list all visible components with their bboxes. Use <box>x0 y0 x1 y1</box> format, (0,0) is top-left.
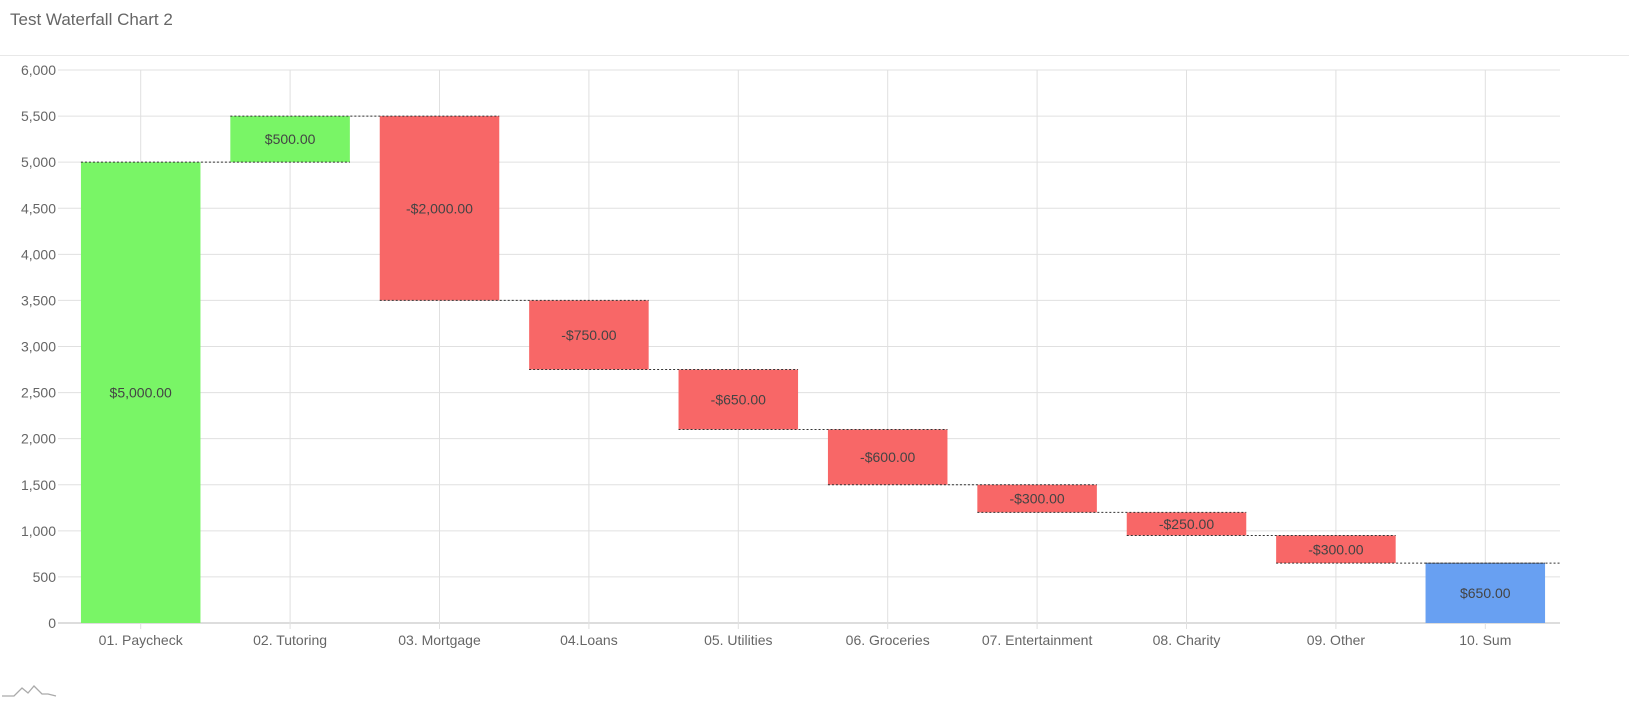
chart-title: Test Waterfall Chart 2 <box>10 10 173 29</box>
x-category-label: 02. Tutoring <box>253 632 327 648</box>
y-tick-label: 1,500 <box>21 477 56 493</box>
bar-decrease <box>977 484 1097 513</box>
x-category-label: 09. Other <box>1307 632 1366 648</box>
y-tick-label: 5,000 <box>21 154 56 170</box>
x-category-label: 03. Mortgage <box>398 632 481 648</box>
data-label: $650.00 <box>1460 585 1511 601</box>
bar-decrease <box>529 300 649 370</box>
data-label: -$650.00 <box>711 391 766 407</box>
bar-increase <box>230 116 350 163</box>
y-tick-label: 1,000 <box>21 523 56 539</box>
y-tick-label: 4,000 <box>21 246 56 262</box>
data-label: -$300.00 <box>1308 541 1363 557</box>
y-tick-label: 2,000 <box>21 431 56 447</box>
data-label: -$300.00 <box>1009 491 1064 507</box>
x-category-label: 04.Loans <box>560 632 618 648</box>
y-tick-label: 6,000 <box>21 62 56 78</box>
bar-decrease <box>1126 512 1247 536</box>
x-category-label: 07. Entertainment <box>982 632 1093 648</box>
y-tick-label: 2,500 <box>21 385 56 401</box>
y-tick-label: 500 <box>33 569 57 585</box>
y-tick-label: 5,500 <box>21 108 56 124</box>
x-category-label: 01. Paycheck <box>99 632 184 648</box>
x-category-label: 10. Sum <box>1459 632 1511 648</box>
x-category-label: 08. Charity <box>1153 632 1221 648</box>
data-label: -$750.00 <box>561 327 616 343</box>
y-tick-label: 3,000 <box>21 339 56 355</box>
bar-decrease <box>379 116 500 301</box>
bar-decrease <box>827 429 948 485</box>
data-label: -$600.00 <box>860 449 915 465</box>
chart-header: Test Waterfall Chart 2 <box>0 0 1629 56</box>
bar-decrease <box>1276 535 1396 564</box>
chart-library-logo-icon <box>2 685 57 697</box>
bar-decrease <box>678 369 799 430</box>
bar-increase <box>80 162 201 623</box>
data-label: -$250.00 <box>1159 516 1214 532</box>
y-tick-label: 3,500 <box>21 292 56 308</box>
data-label: -$2,000.00 <box>406 200 473 216</box>
bar-total <box>1425 563 1546 623</box>
y-tick-label: 4,500 <box>21 200 56 216</box>
y-tick-label: 0 <box>48 615 56 631</box>
x-category-label: 05. Utilities <box>704 632 772 648</box>
data-label: $5,000.00 <box>110 385 172 401</box>
data-label: $500.00 <box>265 131 316 147</box>
x-category-label: 06. Groceries <box>846 632 930 648</box>
